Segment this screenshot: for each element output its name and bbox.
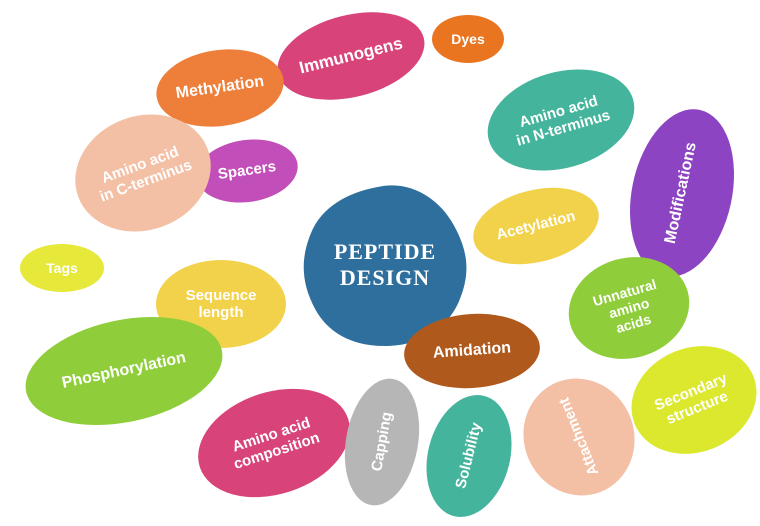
bubble-capping: Capping	[335, 373, 428, 512]
center-label-line1: Peptide	[334, 239, 436, 265]
bubble-label: Amidation	[432, 339, 511, 363]
bubble-label: Phosphorylation	[60, 349, 187, 393]
bubble-immunogens: Immunogens	[268, 0, 433, 114]
bubble-solubility: Solubility	[414, 386, 524, 526]
bubble-label: Solubility	[452, 421, 485, 491]
bubble-acetylation: Acetylation	[465, 176, 607, 277]
bubble-label: Spacers	[217, 158, 277, 183]
bubble-aa-composition: Amino acid composition	[184, 370, 364, 515]
bubble-label: Tags	[46, 260, 78, 276]
bubble-label: Immunogens	[297, 34, 404, 79]
bubble-label: Sequence length	[186, 287, 257, 322]
bubble-dyes: Dyes	[432, 15, 504, 63]
bubble-aa-n-term: Amino acid in N-terminus	[476, 53, 647, 187]
bubble-label: Dyes	[451, 31, 484, 47]
bubble-label: Unnatural amino acids	[591, 276, 667, 340]
bubble-label: Secondary structure	[652, 370, 736, 431]
bubble-label: Modifications	[662, 141, 701, 246]
bubble-label: Amino acid composition	[226, 413, 321, 473]
bubble-attachment: Attachment	[506, 362, 652, 513]
bubble-label: Acetylation	[495, 208, 578, 244]
bubble-label: Attachment	[556, 396, 603, 479]
bubble-label: Amino acid in N-terminus	[510, 90, 612, 150]
center-label: Peptide Design	[334, 239, 436, 291]
bubble-label: Amino acid in C-terminus	[92, 140, 195, 205]
bubble-label: Methylation	[175, 73, 266, 104]
center-label-line2: Design	[334, 265, 436, 291]
bubble-label: Capping	[368, 411, 395, 473]
bubble-tags: Tags	[20, 244, 104, 292]
